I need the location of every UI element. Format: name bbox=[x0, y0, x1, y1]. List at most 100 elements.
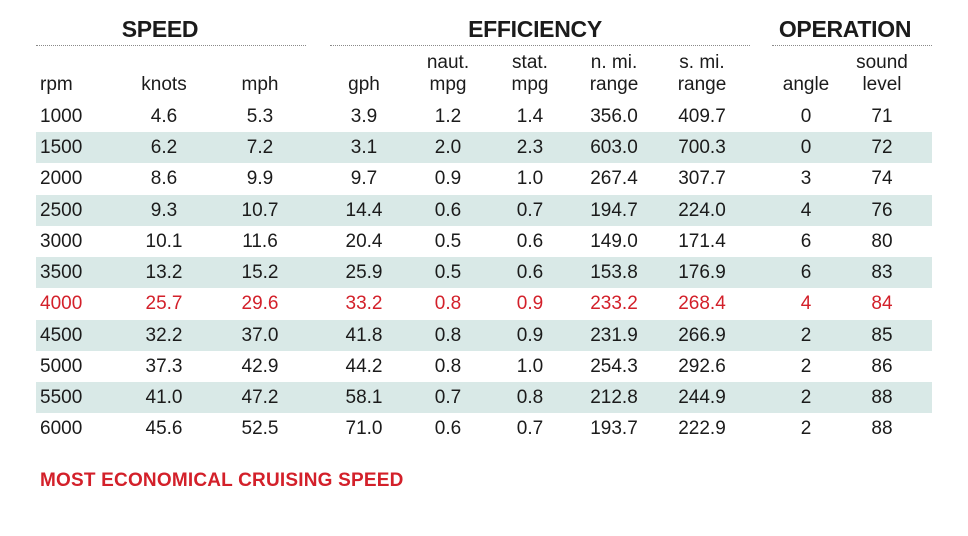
cell-rpm: 5500 bbox=[40, 387, 83, 408]
column-header-knots: knots bbox=[124, 48, 204, 96]
table-row: 3500 13.2 15.2 25.9 0.5 0.6 153.8 176.9 6 83 bbox=[36, 257, 932, 288]
column-header-line2: level bbox=[862, 74, 902, 95]
cell-knots: 25.7 bbox=[145, 293, 183, 314]
column-header-line2: angle bbox=[782, 74, 830, 95]
cell-gph: 58.1 bbox=[345, 387, 383, 408]
cell-rpm: 3500 bbox=[40, 262, 83, 283]
cell-stat-mpg: 2.3 bbox=[516, 137, 544, 158]
cell-angle: 2 bbox=[800, 356, 812, 377]
table-row: 1000 4.6 5.3 3.9 1.2 1.4 356.0 409.7 0 71 bbox=[36, 101, 932, 132]
cell-naut-mpg: 0.5 bbox=[434, 231, 462, 252]
cell-n-mi-range: 194.7 bbox=[590, 200, 638, 221]
cell-angle: 2 bbox=[800, 387, 812, 408]
table-row: 1500 6.2 7.2 3.1 2.0 2.3 603.0 700.3 0 72 bbox=[36, 132, 932, 163]
cell-s-mi-range: 176.9 bbox=[678, 262, 726, 283]
cell-angle: 0 bbox=[800, 106, 812, 127]
column-header-gph: gph bbox=[324, 48, 404, 96]
cell-stat-mpg: 0.7 bbox=[516, 418, 544, 439]
cell-n-mi-range: 149.0 bbox=[590, 231, 638, 252]
cell-s-mi-range: 224.0 bbox=[678, 200, 726, 221]
column-header-line1: naut. bbox=[426, 52, 470, 73]
cell-s-mi-range: 292.6 bbox=[678, 356, 726, 377]
column-header-line1: stat. bbox=[512, 52, 548, 73]
cell-rpm: 2500 bbox=[40, 200, 83, 221]
cell-knots: 37.3 bbox=[145, 356, 183, 377]
cell-naut-mpg: 0.6 bbox=[434, 418, 462, 439]
cell-rpm: 2000 bbox=[40, 168, 83, 189]
cell-stat-mpg: 1.0 bbox=[516, 356, 544, 377]
table-row: 2500 9.3 10.7 14.4 0.6 0.7 194.7 224.0 4 76 bbox=[36, 195, 932, 226]
cell-n-mi-range: 254.3 bbox=[590, 356, 638, 377]
cell-mph: 5.3 bbox=[246, 106, 274, 127]
cell-s-mi-range: 700.3 bbox=[678, 137, 726, 158]
cell-naut-mpg: 0.8 bbox=[434, 356, 462, 377]
cell-mph: 42.9 bbox=[241, 356, 279, 377]
footnote-most-economical: MOST ECONOMICAL CRUISING SPEED bbox=[40, 470, 404, 491]
cell-knots: 4.6 bbox=[150, 106, 178, 127]
cell-naut-mpg: 0.7 bbox=[434, 387, 462, 408]
cell-mph: 37.0 bbox=[241, 325, 279, 346]
cell-sound-level: 88 bbox=[871, 387, 893, 408]
cell-sound-level: 72 bbox=[871, 137, 893, 158]
cell-stat-mpg: 1.4 bbox=[516, 106, 544, 127]
operation-group-title: OPERATION bbox=[778, 16, 912, 42]
cell-s-mi-range: 307.7 bbox=[678, 168, 726, 189]
table-row: 6000 45.6 52.5 71.0 0.6 0.7 193.7 222.9 2 88 bbox=[36, 413, 932, 444]
cell-knots: 8.6 bbox=[150, 168, 178, 189]
column-header-s-mi-range: s. mi. range bbox=[662, 48, 742, 96]
column-header-stat-mpg: stat. mpg bbox=[490, 48, 570, 96]
cell-stat-mpg: 0.6 bbox=[516, 262, 544, 283]
cell-angle: 2 bbox=[800, 418, 812, 439]
cell-naut-mpg: 0.8 bbox=[434, 293, 462, 314]
cell-knots: 9.3 bbox=[150, 200, 178, 221]
speed-group-rule bbox=[36, 45, 306, 46]
cell-naut-mpg: 2.0 bbox=[434, 137, 462, 158]
cell-mph: 52.5 bbox=[241, 418, 279, 439]
cell-sound-level: 71 bbox=[871, 106, 893, 127]
cell-knots: 41.0 bbox=[145, 387, 183, 408]
cell-angle: 3 bbox=[800, 168, 812, 189]
cell-sound-level: 76 bbox=[871, 200, 893, 221]
cell-naut-mpg: 0.6 bbox=[434, 200, 462, 221]
cell-angle: 4 bbox=[800, 293, 812, 314]
table-row: 4500 32.2 37.0 41.8 0.8 0.9 231.9 266.9 2 85 bbox=[36, 320, 932, 351]
cell-mph: 15.2 bbox=[241, 262, 279, 283]
efficiency-group-rule bbox=[330, 45, 750, 46]
table-row: 5000 37.3 42.9 44.2 0.8 1.0 254.3 292.6 2 86 bbox=[36, 351, 932, 382]
cell-gph: 71.0 bbox=[345, 418, 383, 439]
cell-mph: 29.6 bbox=[241, 293, 279, 314]
cell-stat-mpg: 0.7 bbox=[516, 200, 544, 221]
efficiency-group-title: EFFICIENCY bbox=[468, 16, 602, 42]
cell-rpm: 1000 bbox=[40, 106, 83, 127]
cell-mph: 47.2 bbox=[241, 387, 279, 408]
cell-knots: 10.1 bbox=[145, 231, 183, 252]
cell-sound-level: 86 bbox=[871, 356, 893, 377]
cell-gph: 20.4 bbox=[345, 231, 383, 252]
column-header-line2: knots bbox=[141, 74, 187, 95]
cell-naut-mpg: 0.5 bbox=[434, 262, 462, 283]
cell-n-mi-range: 153.8 bbox=[590, 262, 638, 283]
cell-rpm: 3000 bbox=[40, 231, 83, 252]
column-header-line2: mph bbox=[241, 74, 279, 95]
cell-gph: 14.4 bbox=[345, 200, 383, 221]
cell-knots: 45.6 bbox=[145, 418, 183, 439]
cell-rpm: 1500 bbox=[40, 137, 83, 158]
cell-sound-level: 88 bbox=[871, 418, 893, 439]
cell-knots: 13.2 bbox=[145, 262, 183, 283]
cell-gph: 44.2 bbox=[345, 356, 383, 377]
cell-sound-level: 74 bbox=[871, 168, 893, 189]
cell-gph: 3.9 bbox=[350, 106, 378, 127]
table-row: 2000 8.6 9.9 9.7 0.9 1.0 267.4 307.7 3 74 bbox=[36, 163, 932, 194]
cell-stat-mpg: 1.0 bbox=[516, 168, 544, 189]
cell-s-mi-range: 222.9 bbox=[678, 418, 726, 439]
cell-s-mi-range: 171.4 bbox=[678, 231, 726, 252]
column-header-sound-level: sound level bbox=[842, 48, 922, 96]
cell-angle: 6 bbox=[800, 231, 812, 252]
cell-n-mi-range: 193.7 bbox=[590, 418, 638, 439]
cell-stat-mpg: 0.9 bbox=[516, 325, 544, 346]
cell-sound-level: 85 bbox=[871, 325, 893, 346]
cell-s-mi-range: 266.9 bbox=[678, 325, 726, 346]
column-header-naut-mpg: naut. mpg bbox=[408, 48, 488, 96]
cell-n-mi-range: 233.2 bbox=[590, 293, 638, 314]
cell-gph: 3.1 bbox=[350, 137, 378, 158]
